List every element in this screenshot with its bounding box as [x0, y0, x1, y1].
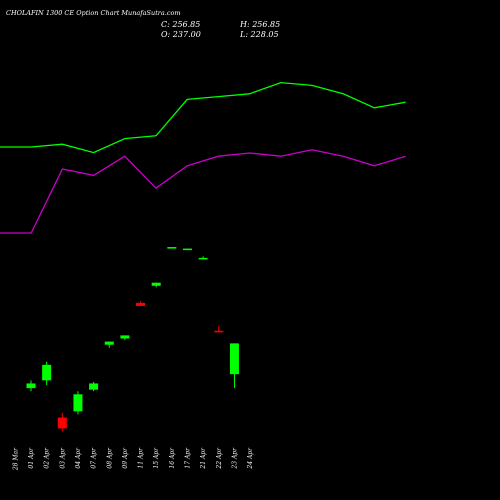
low-value: L: 228.05: [240, 30, 279, 39]
candle-body: [183, 248, 192, 251]
candle-body: [198, 257, 208, 260]
x-tick-label: 23 Apr: [232, 447, 239, 470]
x-tick-label: 22 Apr: [216, 447, 223, 470]
x-tick-label: 02 Apr: [44, 447, 51, 469]
chart-title: CHOLAFIN 1300 CE Option Chart MunafaSutr…: [6, 9, 181, 17]
candle-body: [104, 341, 114, 345]
close-value: C: 256.85: [161, 20, 201, 29]
lower-line: [0, 149, 406, 234]
candle-body: [26, 383, 36, 389]
candle-body: [120, 335, 130, 339]
x-tick-label: 28 Mar: [12, 447, 19, 471]
candle-body: [89, 383, 99, 390]
candle-body: [167, 247, 177, 249]
x-tick-label: 17 Apr: [185, 447, 192, 469]
candle-body: [229, 343, 239, 375]
x-tick-label: 21 Apr: [200, 447, 207, 470]
x-tick-label: 01 Apr: [28, 447, 35, 469]
x-tick-label: 07 Apr: [91, 447, 98, 469]
candle-body: [42, 364, 52, 381]
candle-body: [214, 330, 224, 333]
x-tick-label: 11 Apr: [138, 447, 145, 469]
x-tick-label: 15 Apr: [153, 447, 160, 469]
x-tick-label: 08 Apr: [106, 447, 113, 469]
upper-line: [0, 81, 406, 154]
candle-body: [136, 302, 146, 306]
x-tick-label: 24 Apr: [247, 447, 254, 470]
candle-body: [73, 394, 83, 412]
candle-body: [57, 417, 67, 429]
high-value: H: 256.85: [240, 20, 281, 29]
open-value: O: 237.00: [161, 30, 201, 39]
x-tick-label: 04 Apr: [75, 447, 82, 469]
x-tick-label: 09 Apr: [122, 447, 129, 469]
candle-body: [151, 282, 161, 286]
x-tick-label: 16 Apr: [169, 447, 176, 469]
x-tick-label: 03 Apr: [59, 447, 66, 469]
